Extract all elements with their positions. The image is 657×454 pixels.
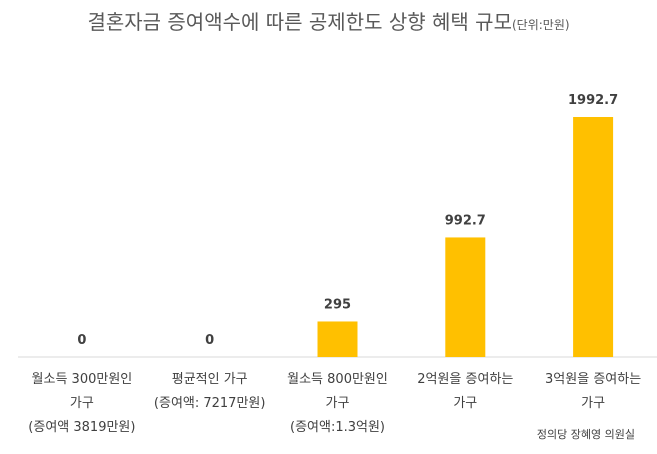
category-label-1-line1: 평균적인 가구 bbox=[171, 372, 248, 387]
source-note: 정의당 장혜영 의원실 bbox=[536, 428, 635, 441]
data-label-4: 1992.7 bbox=[568, 93, 618, 108]
data-label-0: 0 bbox=[77, 333, 86, 348]
category-label-2-line2: 가구 bbox=[325, 396, 350, 411]
data-label-1: 0 bbox=[205, 333, 214, 348]
bar-2 bbox=[317, 321, 358, 357]
data-label-2: 295 bbox=[324, 297, 351, 312]
category-label-1: 평균적인 가구 (증여액: 7217만원) bbox=[146, 368, 274, 416]
category-label-2-line1: 월소득 800만원인 bbox=[287, 372, 388, 387]
category-label-3-line2: 가구 bbox=[453, 396, 478, 411]
chart-title: 결혼자금 증여액수에 따른 공제한도 상향 혜택 규모(단위:만원) bbox=[0, 6, 657, 35]
category-label-2-line3: (증여액:1.3억원) bbox=[290, 420, 385, 435]
category-label-4-line1: 3억원을 증여하는 bbox=[545, 372, 642, 387]
category-label-3-line1: 2억원을 증여하는 bbox=[417, 372, 514, 387]
bar-3 bbox=[445, 237, 486, 357]
bar-4 bbox=[573, 117, 614, 357]
category-label-1-line2: (증여액: 7217만원) bbox=[153, 396, 266, 411]
title-unit: (단위:만원) bbox=[511, 18, 570, 32]
title-text: 결혼자금 증여액수에 따른 공제한도 상향 혜택 규모 bbox=[87, 10, 512, 34]
data-label-3: 992.7 bbox=[445, 213, 486, 228]
category-label-4-line2: 가구 bbox=[581, 396, 606, 411]
category-label-0-line2: 가구 bbox=[69, 396, 94, 411]
category-label-0-line3: (증여액 3819만원) bbox=[28, 420, 136, 435]
category-label-0-line1: 월소득 300만원인 bbox=[31, 372, 133, 387]
